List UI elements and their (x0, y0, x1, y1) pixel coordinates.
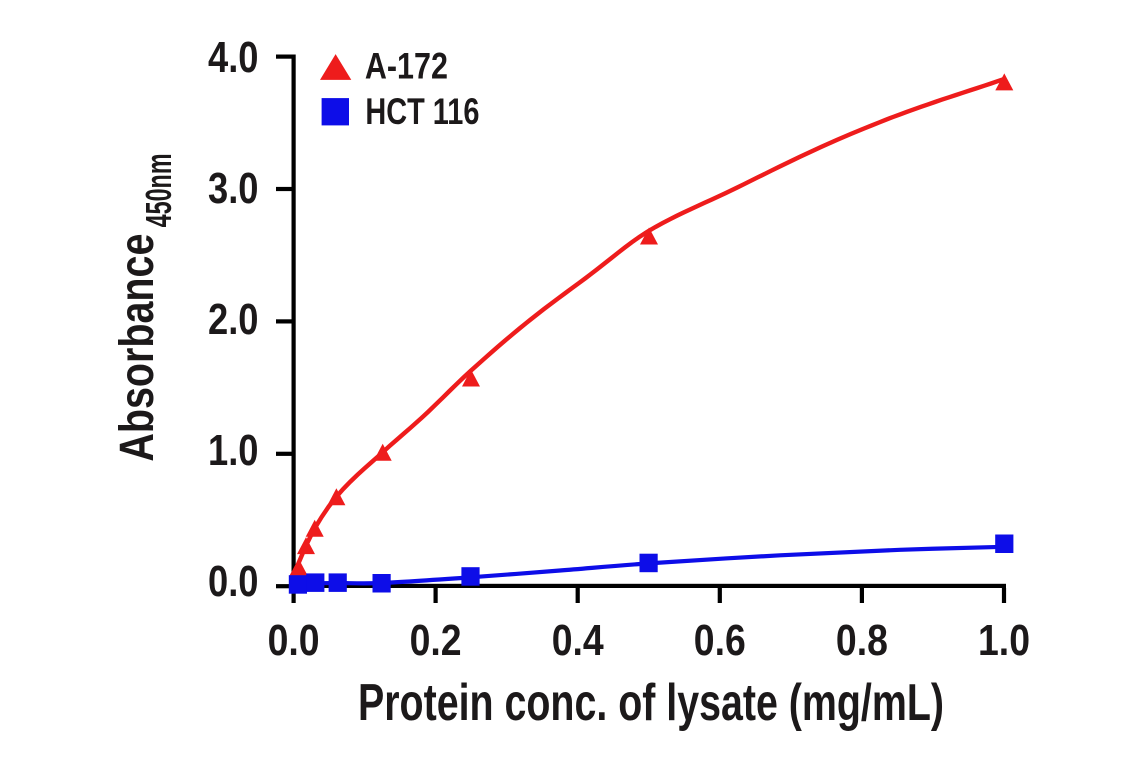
svg-text:A-172: A-172 (365, 46, 448, 87)
svg-text:1.0: 1.0 (978, 617, 1030, 665)
svg-text:Protein conc. of lysate (mg/mL: Protein conc. of lysate (mg/mL) (358, 674, 944, 732)
svg-text:0.0: 0.0 (268, 617, 320, 665)
svg-text:HCT 116: HCT 116 (365, 91, 479, 132)
svg-text:0.0: 0.0 (208, 558, 259, 606)
svg-text:1.0: 1.0 (208, 427, 259, 475)
svg-text:4.0: 4.0 (208, 34, 259, 82)
svg-text:450nm: 450nm (138, 153, 179, 227)
svg-text:0.4: 0.4 (552, 617, 604, 665)
svg-text:Absorbance: Absorbance (111, 234, 164, 462)
svg-text:0.2: 0.2 (410, 617, 462, 665)
svg-text:2.0: 2.0 (208, 296, 259, 344)
svg-text:0.6: 0.6 (694, 617, 746, 665)
svg-text:3.0: 3.0 (208, 165, 259, 213)
svg-text:0.8: 0.8 (836, 617, 888, 665)
